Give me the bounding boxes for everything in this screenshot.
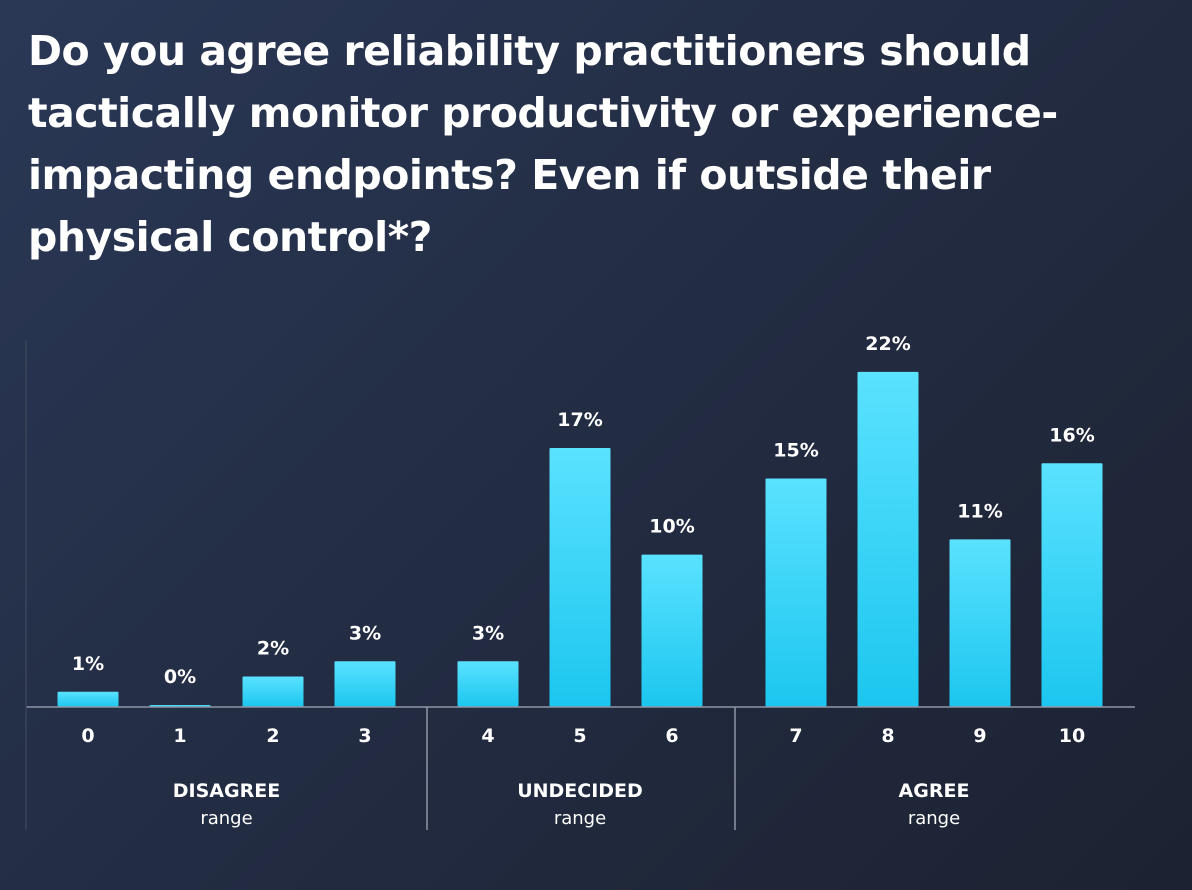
- data-label-7: 15%: [773, 439, 818, 461]
- data-label-10: 16%: [1049, 424, 1094, 446]
- data-label-3: 3%: [349, 622, 381, 644]
- group-label-undecided: UNDECIDED: [517, 780, 643, 802]
- tick-label-6: 6: [665, 725, 678, 747]
- bar-4: [457, 661, 519, 707]
- group-sublabel-agree: range: [908, 808, 960, 829]
- bar-8: [857, 371, 919, 707]
- tick-label-3: 3: [358, 725, 371, 747]
- bar-2: [242, 676, 304, 707]
- bar-7: [765, 478, 827, 707]
- tick-label-1: 1: [173, 725, 186, 747]
- data-label-4: 3%: [472, 622, 504, 644]
- tick-label-0: 0: [81, 725, 94, 747]
- group-sublabel-undecided: range: [554, 808, 606, 829]
- tick-label-9: 9: [973, 725, 986, 747]
- bar-0: [57, 691, 119, 707]
- tick-label-4: 4: [481, 725, 494, 747]
- data-label-9: 11%: [957, 500, 1002, 522]
- group-sublabel-disagree: range: [200, 808, 252, 829]
- data-label-6: 10%: [649, 516, 694, 538]
- bar-10: [1041, 463, 1103, 707]
- tick-label-5: 5: [573, 725, 586, 747]
- data-label-0: 1%: [72, 653, 104, 675]
- tick-label-2: 2: [266, 725, 279, 747]
- tick-label-8: 8: [881, 725, 894, 747]
- data-label-8: 22%: [865, 333, 910, 355]
- bar-9: [949, 539, 1011, 707]
- tick-label-7: 7: [789, 725, 802, 747]
- bar-5: [549, 448, 611, 707]
- bar-3: [334, 661, 396, 707]
- data-label-2: 2%: [257, 638, 289, 660]
- bar-6: [641, 554, 703, 707]
- data-label-5: 17%: [557, 409, 602, 431]
- axis-layer: [25, 340, 1135, 830]
- group-label-disagree: DISAGREE: [173, 780, 280, 802]
- labels-layer: 1% 0 0% 1 2% 2 3% 3 3% 4 17% 5 10% 6 15% 7 22% 8 11% 9 16% 10…: [72, 333, 1095, 829]
- bars-layer: [57, 371, 1103, 707]
- chart-title: Do you agree reliability practitioners s…: [28, 27, 1058, 261]
- data-label-1: 0%: [164, 666, 196, 688]
- group-label-agree: AGREE: [899, 780, 970, 802]
- tick-label-10: 10: [1059, 725, 1085, 747]
